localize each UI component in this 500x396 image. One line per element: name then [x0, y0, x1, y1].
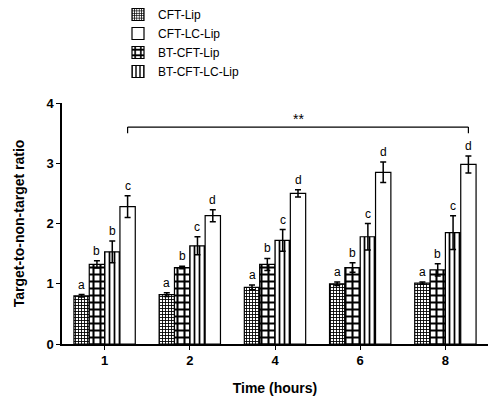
svg-text:a: a: [78, 278, 85, 292]
svg-text:b: b: [179, 249, 186, 263]
svg-text:4: 4: [271, 353, 279, 368]
svg-text:4: 4: [46, 96, 54, 111]
svg-text:b: b: [434, 247, 441, 261]
svg-text:a: a: [249, 268, 256, 282]
svg-text:c: c: [125, 179, 131, 193]
svg-text:a: a: [334, 265, 341, 279]
svg-text:a: a: [419, 265, 426, 279]
svg-text:d: d: [380, 145, 387, 159]
svg-text:8: 8: [442, 353, 449, 368]
svg-text:3: 3: [46, 156, 53, 171]
svg-text:0: 0: [46, 337, 53, 352]
svg-text:CFT-LC-Lip: CFT-LC-Lip: [158, 27, 220, 41]
svg-text:d: d: [295, 173, 302, 187]
svg-text:c: c: [450, 199, 456, 213]
svg-text:Target-to-non-target ratio: Target-to-non-target ratio: [11, 140, 27, 308]
svg-text:c: c: [280, 213, 286, 227]
svg-text:b: b: [109, 224, 116, 238]
svg-text:c: c: [194, 220, 200, 234]
svg-text:6: 6: [357, 353, 364, 368]
svg-text:b: b: [349, 246, 356, 260]
svg-text:2: 2: [186, 353, 193, 368]
svg-text:**: **: [293, 111, 304, 127]
svg-text:2: 2: [46, 216, 53, 231]
svg-text:a: a: [163, 276, 170, 290]
svg-text:c: c: [365, 207, 371, 221]
svg-text:BT-CFT-LC-Lip: BT-CFT-LC-Lip: [158, 65, 239, 79]
svg-text:b: b: [264, 241, 271, 255]
svg-text:1: 1: [46, 276, 53, 291]
svg-text:1: 1: [101, 353, 108, 368]
svg-text:BT-CFT-Lip: BT-CFT-Lip: [158, 46, 220, 60]
svg-text:d: d: [209, 193, 216, 207]
svg-text:Time (hours): Time (hours): [233, 380, 318, 396]
svg-text:CFT-Lip: CFT-Lip: [158, 8, 201, 22]
svg-text:b: b: [93, 244, 100, 258]
svg-text:d: d: [465, 139, 472, 153]
